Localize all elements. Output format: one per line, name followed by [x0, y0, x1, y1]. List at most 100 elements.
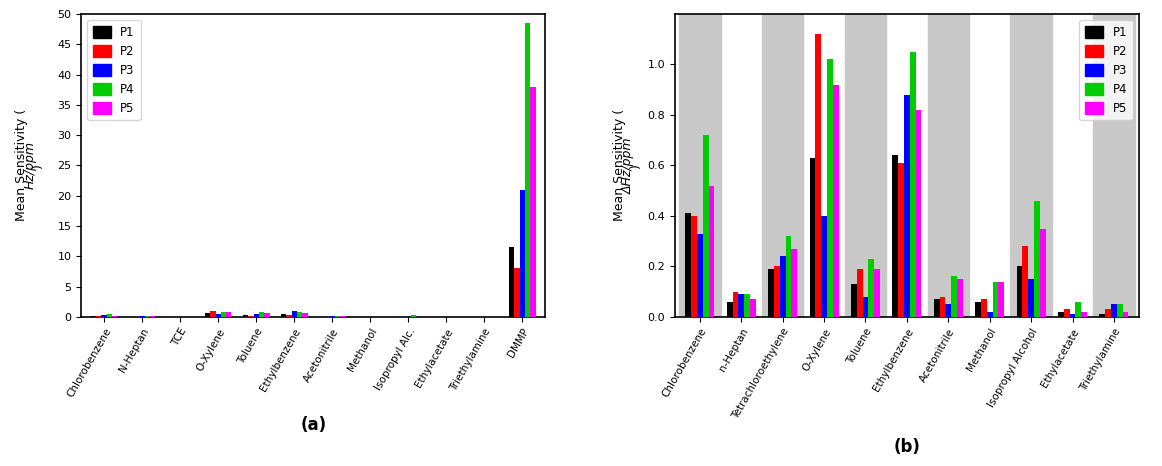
Bar: [898, 163, 904, 317]
Bar: [150, 316, 156, 317]
Bar: [281, 315, 286, 317]
X-axis label: (a): (a): [300, 416, 327, 434]
Bar: [703, 135, 709, 317]
Bar: [987, 312, 992, 317]
Bar: [1081, 312, 1086, 317]
Bar: [221, 312, 227, 317]
Legend: P1, P2, P3, P4, P5: P1, P2, P3, P4, P5: [1079, 20, 1133, 121]
Bar: [827, 59, 833, 317]
Bar: [210, 311, 215, 317]
Bar: [145, 316, 150, 317]
Bar: [1063, 309, 1069, 317]
Bar: [762, 14, 803, 317]
Bar: [810, 158, 816, 317]
Bar: [686, 213, 691, 317]
Bar: [112, 315, 117, 317]
Bar: [1111, 304, 1117, 317]
Bar: [946, 304, 952, 317]
Bar: [904, 95, 910, 317]
Bar: [139, 316, 145, 317]
Bar: [851, 284, 856, 317]
Bar: [822, 216, 827, 317]
Bar: [786, 236, 791, 317]
Bar: [892, 155, 898, 317]
Bar: [227, 312, 231, 317]
Bar: [679, 14, 720, 317]
Bar: [340, 316, 345, 317]
Bar: [525, 23, 530, 317]
Bar: [940, 297, 946, 317]
Legend: P1, P2, P3, P4, P5: P1, P2, P3, P4, P5: [87, 20, 141, 121]
Bar: [1075, 302, 1081, 317]
Bar: [259, 312, 264, 317]
Bar: [509, 247, 515, 317]
Bar: [302, 313, 308, 317]
Bar: [910, 52, 916, 317]
Bar: [1093, 14, 1134, 317]
Bar: [1023, 246, 1028, 317]
Bar: [927, 14, 969, 317]
Bar: [916, 110, 921, 317]
Bar: [1122, 312, 1128, 317]
Bar: [749, 299, 755, 317]
Bar: [732, 292, 738, 317]
Text: Mean Sensitivity (: Mean Sensitivity (: [612, 110, 626, 221]
Bar: [862, 297, 868, 317]
Bar: [1011, 14, 1052, 317]
Bar: [726, 302, 732, 317]
Bar: [1059, 312, 1063, 317]
Text: ΔHz/ppm: ΔHz/ppm: [622, 137, 636, 194]
Bar: [845, 14, 887, 317]
Bar: [243, 315, 249, 317]
Bar: [330, 316, 335, 317]
Bar: [1017, 267, 1023, 317]
Bar: [868, 259, 874, 317]
Bar: [874, 269, 880, 317]
Bar: [992, 281, 998, 317]
Bar: [768, 269, 774, 317]
Text: ): ): [30, 163, 44, 168]
Bar: [519, 190, 525, 317]
Bar: [296, 312, 302, 317]
Bar: [96, 316, 101, 317]
Bar: [833, 85, 839, 317]
Bar: [530, 87, 536, 317]
Bar: [738, 294, 744, 317]
Bar: [1117, 304, 1122, 317]
Bar: [957, 279, 963, 317]
Bar: [1040, 228, 1046, 317]
Bar: [952, 276, 957, 317]
Bar: [1069, 315, 1075, 317]
Bar: [691, 216, 697, 317]
Bar: [107, 314, 112, 317]
Bar: [249, 315, 253, 317]
Bar: [335, 316, 340, 317]
Text: ): ): [629, 163, 643, 168]
Bar: [253, 314, 259, 317]
Bar: [286, 315, 292, 317]
Bar: [744, 294, 749, 317]
Text: Hz/ppm: Hz/ppm: [24, 141, 37, 190]
Bar: [411, 315, 416, 317]
Bar: [264, 313, 270, 317]
Bar: [975, 302, 981, 317]
Bar: [816, 34, 822, 317]
Bar: [101, 315, 107, 317]
Text: Mean Sensitivity (: Mean Sensitivity (: [15, 110, 28, 221]
Bar: [1105, 309, 1111, 317]
Bar: [215, 314, 221, 317]
Bar: [934, 299, 940, 317]
Bar: [91, 316, 96, 317]
Bar: [515, 268, 519, 317]
Bar: [205, 313, 210, 317]
Bar: [697, 233, 703, 317]
Bar: [1034, 201, 1040, 317]
X-axis label: (b): (b): [894, 438, 920, 456]
Bar: [856, 269, 862, 317]
Bar: [1099, 315, 1105, 317]
Bar: [791, 249, 797, 317]
Bar: [998, 281, 1004, 317]
Bar: [780, 256, 786, 317]
Bar: [292, 311, 296, 317]
Bar: [774, 267, 780, 317]
